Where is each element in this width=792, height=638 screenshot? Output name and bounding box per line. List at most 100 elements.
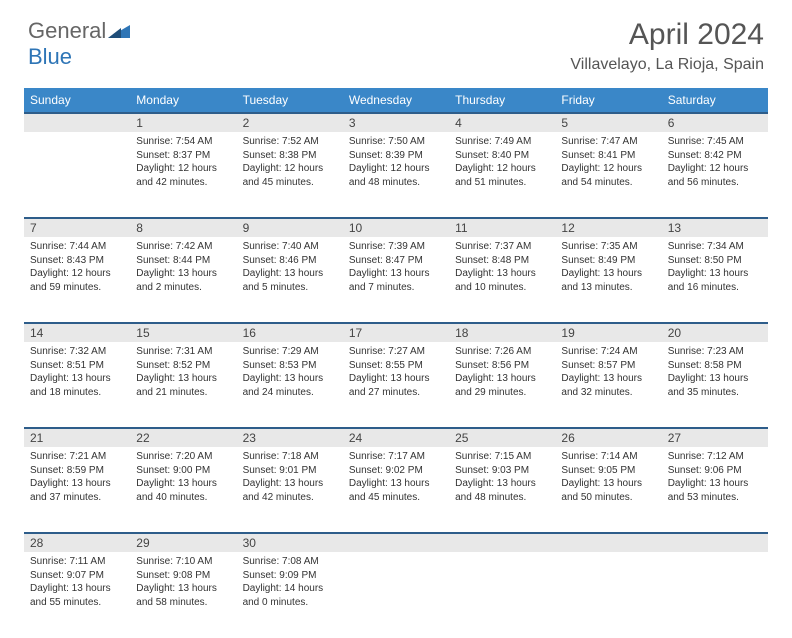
day-number-cell: 5 [555, 113, 661, 132]
daylight-text-2: and 5 minutes. [243, 281, 337, 295]
sunset-text: Sunset: 8:46 PM [243, 254, 337, 268]
daylight-text-1: Daylight: 13 hours [561, 477, 655, 491]
daylight-text-2: and 59 minutes. [30, 281, 124, 295]
daylight-text-2: and 24 minutes. [243, 386, 337, 400]
day-number-cell: 4 [449, 113, 555, 132]
sunrise-text: Sunrise: 7:20 AM [136, 450, 230, 464]
weekday-header: Thursday [449, 88, 555, 113]
day-number-cell: 22 [130, 428, 236, 447]
daylight-text-1: Daylight: 13 hours [243, 477, 337, 491]
day-number-cell: 8 [130, 218, 236, 237]
daylight-text-2: and 13 minutes. [561, 281, 655, 295]
sunrise-text: Sunrise: 7:32 AM [30, 345, 124, 359]
sunrise-text: Sunrise: 7:10 AM [136, 555, 230, 569]
day-content-cell: Sunrise: 7:40 AMSunset: 8:46 PMDaylight:… [237, 237, 343, 323]
day-content-cell: Sunrise: 7:52 AMSunset: 8:38 PMDaylight:… [237, 132, 343, 218]
day-number-cell: 11 [449, 218, 555, 237]
day-content-cell: Sunrise: 7:31 AMSunset: 8:52 PMDaylight:… [130, 342, 236, 428]
logo-general: General [28, 18, 106, 43]
sunrise-text: Sunrise: 7:15 AM [455, 450, 549, 464]
day-content-cell: Sunrise: 7:32 AMSunset: 8:51 PMDaylight:… [24, 342, 130, 428]
daylight-text-1: Daylight: 12 hours [136, 162, 230, 176]
day-number-cell: 2 [237, 113, 343, 132]
daylight-text-1: Daylight: 14 hours [243, 582, 337, 596]
daylight-text-1: Daylight: 12 hours [561, 162, 655, 176]
day-number-cell: 26 [555, 428, 661, 447]
day-number-cell: 23 [237, 428, 343, 447]
sunrise-text: Sunrise: 7:23 AM [668, 345, 762, 359]
day-content-cell: Sunrise: 7:20 AMSunset: 9:00 PMDaylight:… [130, 447, 236, 533]
daylight-text-2: and 35 minutes. [668, 386, 762, 400]
day-content-cell: Sunrise: 7:11 AMSunset: 9:07 PMDaylight:… [24, 552, 130, 638]
sunset-text: Sunset: 8:44 PM [136, 254, 230, 268]
daylight-text-1: Daylight: 12 hours [455, 162, 549, 176]
daylight-text-1: Daylight: 13 hours [668, 477, 762, 491]
daylight-text-1: Daylight: 13 hours [668, 267, 762, 281]
day-number-cell: 17 [343, 323, 449, 342]
sunset-text: Sunset: 8:59 PM [30, 464, 124, 478]
sunrise-text: Sunrise: 7:18 AM [243, 450, 337, 464]
daylight-text-1: Daylight: 13 hours [30, 477, 124, 491]
day-content-cell [662, 552, 768, 638]
sunrise-text: Sunrise: 7:47 AM [561, 135, 655, 149]
sunset-text: Sunset: 9:08 PM [136, 569, 230, 583]
daylight-text-1: Daylight: 13 hours [136, 372, 230, 386]
daylight-text-1: Daylight: 13 hours [136, 582, 230, 596]
day-content-cell: Sunrise: 7:14 AMSunset: 9:05 PMDaylight:… [555, 447, 661, 533]
sunset-text: Sunset: 8:50 PM [668, 254, 762, 268]
sunset-text: Sunset: 9:01 PM [243, 464, 337, 478]
day-number-cell: 12 [555, 218, 661, 237]
daylight-text-2: and 0 minutes. [243, 596, 337, 610]
daylight-text-1: Daylight: 13 hours [561, 267, 655, 281]
daylight-text-1: Daylight: 13 hours [136, 477, 230, 491]
header: GeneralBlue April 2024 Villavelayo, La R… [0, 0, 792, 82]
daylight-text-2: and 56 minutes. [668, 176, 762, 190]
day-number-row: 123456 [24, 113, 768, 132]
day-content-cell: Sunrise: 7:45 AMSunset: 8:42 PMDaylight:… [662, 132, 768, 218]
sunset-text: Sunset: 9:09 PM [243, 569, 337, 583]
daylight-text-1: Daylight: 12 hours [243, 162, 337, 176]
sunset-text: Sunset: 8:38 PM [243, 149, 337, 163]
day-number-row: 21222324252627 [24, 428, 768, 447]
daylight-text-2: and 32 minutes. [561, 386, 655, 400]
day-number-row: 78910111213 [24, 218, 768, 237]
daylight-text-1: Daylight: 13 hours [349, 267, 443, 281]
day-number-cell: 10 [343, 218, 449, 237]
day-content-cell: Sunrise: 7:49 AMSunset: 8:40 PMDaylight:… [449, 132, 555, 218]
sunrise-text: Sunrise: 7:17 AM [349, 450, 443, 464]
day-number-cell: 27 [662, 428, 768, 447]
sunrise-text: Sunrise: 7:26 AM [455, 345, 549, 359]
daylight-text-1: Daylight: 13 hours [349, 372, 443, 386]
weekday-header-row: SundayMondayTuesdayWednesdayThursdayFrid… [24, 88, 768, 113]
weekday-header: Saturday [662, 88, 768, 113]
day-content-cell: Sunrise: 7:39 AMSunset: 8:47 PMDaylight:… [343, 237, 449, 323]
daylight-text-2: and 16 minutes. [668, 281, 762, 295]
day-content-cell: Sunrise: 7:29 AMSunset: 8:53 PMDaylight:… [237, 342, 343, 428]
daylight-text-1: Daylight: 13 hours [668, 372, 762, 386]
day-content-cell: Sunrise: 7:27 AMSunset: 8:55 PMDaylight:… [343, 342, 449, 428]
sunrise-text: Sunrise: 7:29 AM [243, 345, 337, 359]
sunset-text: Sunset: 8:41 PM [561, 149, 655, 163]
sunrise-text: Sunrise: 7:14 AM [561, 450, 655, 464]
weekday-header: Friday [555, 88, 661, 113]
day-number-cell: 30 [237, 533, 343, 552]
day-number-cell: 14 [24, 323, 130, 342]
day-content-cell [343, 552, 449, 638]
sunrise-text: Sunrise: 7:42 AM [136, 240, 230, 254]
sunrise-text: Sunrise: 7:34 AM [668, 240, 762, 254]
daylight-text-2: and 27 minutes. [349, 386, 443, 400]
daylight-text-1: Daylight: 13 hours [136, 267, 230, 281]
sunrise-text: Sunrise: 7:40 AM [243, 240, 337, 254]
day-content-cell: Sunrise: 7:10 AMSunset: 9:08 PMDaylight:… [130, 552, 236, 638]
day-number-cell: 3 [343, 113, 449, 132]
day-content-cell: Sunrise: 7:54 AMSunset: 8:37 PMDaylight:… [130, 132, 236, 218]
daylight-text-1: Daylight: 13 hours [243, 267, 337, 281]
day-number-cell: 19 [555, 323, 661, 342]
weekday-header: Tuesday [237, 88, 343, 113]
sunset-text: Sunset: 8:52 PM [136, 359, 230, 373]
daylight-text-2: and 48 minutes. [349, 176, 443, 190]
sunset-text: Sunset: 8:47 PM [349, 254, 443, 268]
sunrise-text: Sunrise: 7:52 AM [243, 135, 337, 149]
sunset-text: Sunset: 8:56 PM [455, 359, 549, 373]
day-number-cell: 6 [662, 113, 768, 132]
